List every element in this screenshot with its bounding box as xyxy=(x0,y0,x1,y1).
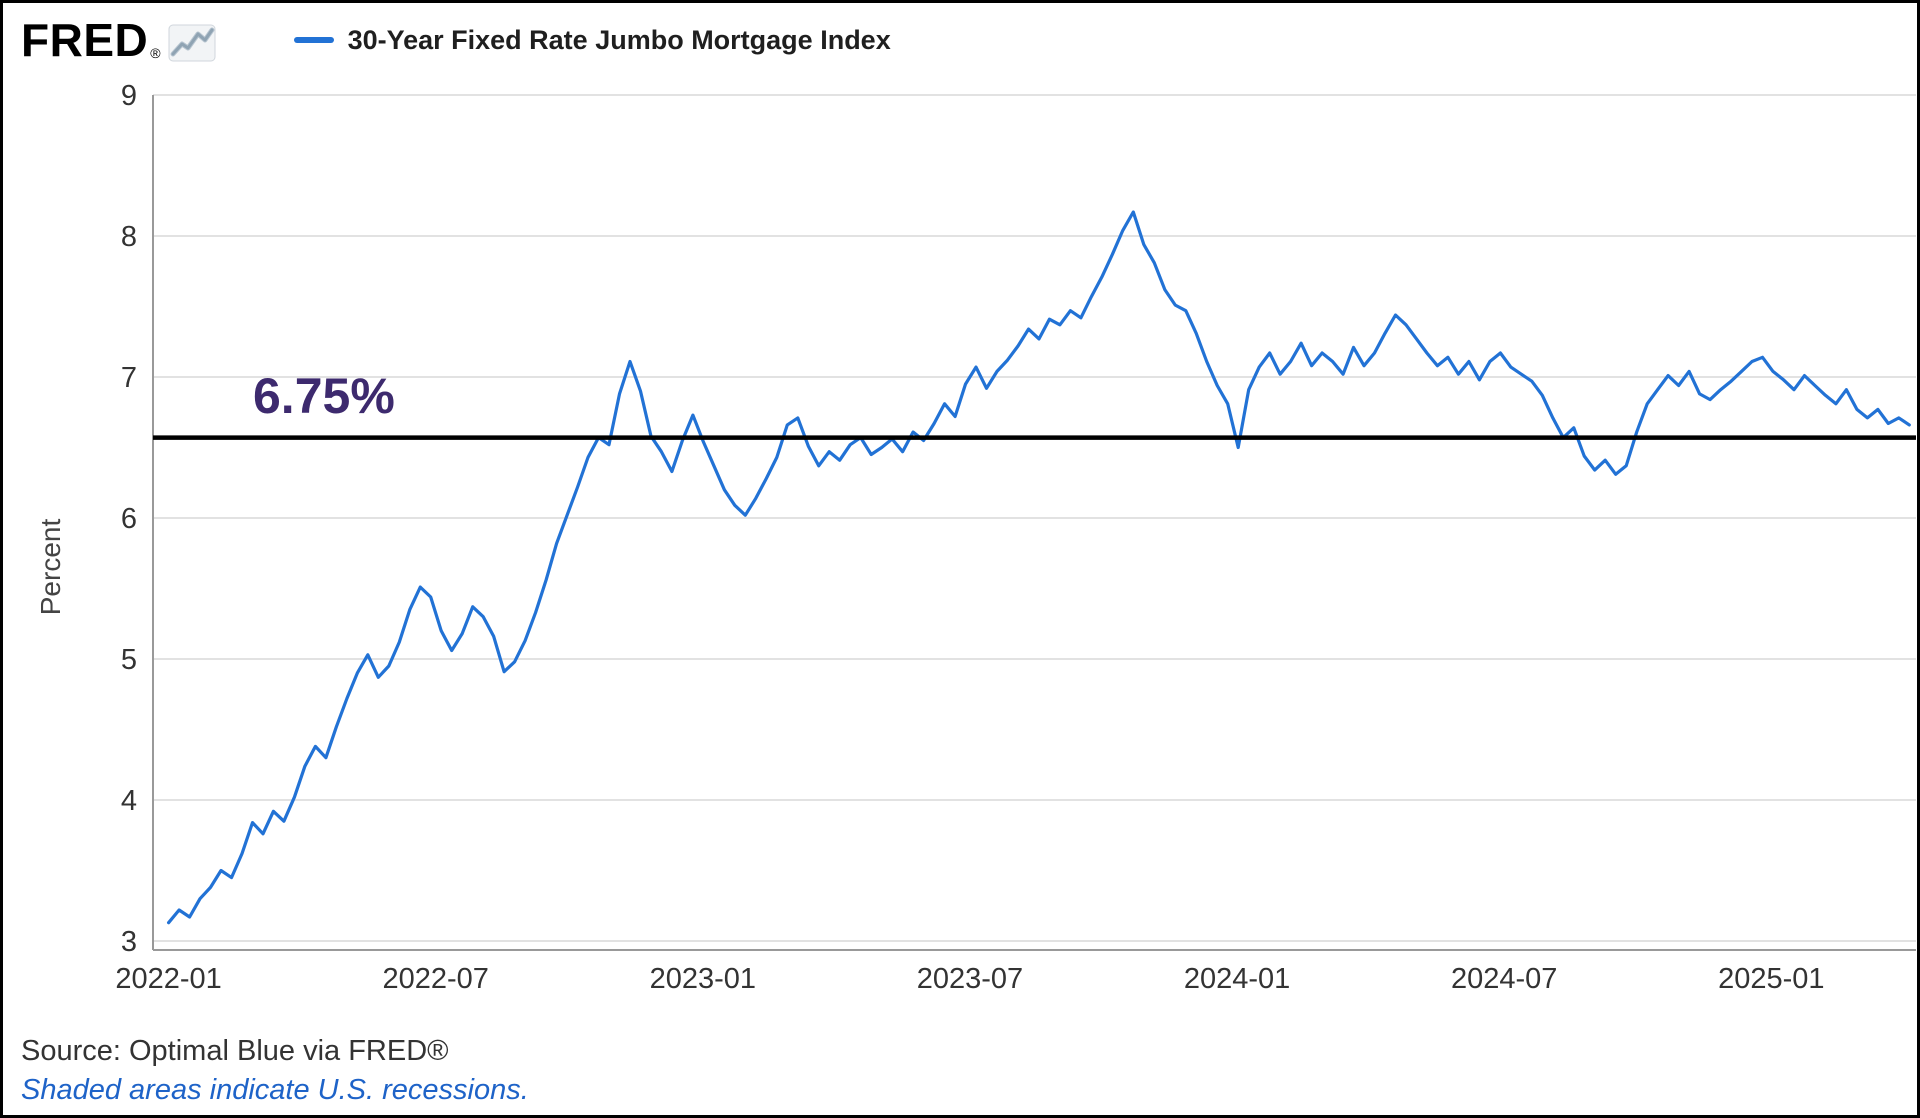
y-tick-label: 3 xyxy=(121,926,137,958)
series-title: 30-Year Fixed Rate Jumbo Mortgage Index xyxy=(347,24,891,55)
recession-note: Shaded areas indicate U.S. recessions. xyxy=(21,1073,529,1106)
x-tick-label: 2025-01 xyxy=(1718,963,1824,995)
chart-plot: 3 4 5 6 7 8 9 2022-01 2022-07 2023-01 2023-07 2024-… xyxy=(115,80,1916,995)
y-axis-title: Percent xyxy=(35,518,66,616)
y-tick-label: 8 xyxy=(121,221,137,253)
x-tick-label: 2024-01 xyxy=(1184,963,1290,995)
fred-logo-registered-mark: ® xyxy=(150,45,161,61)
x-tick-label: 2023-01 xyxy=(650,963,756,995)
y-tick-label: 4 xyxy=(121,785,137,817)
chart-footer: Source: Optimal Blue via FRED® Shaded ar… xyxy=(21,1033,529,1110)
fred-logo: FRED ® xyxy=(21,17,216,63)
fred-logo-text: FRED xyxy=(21,14,149,66)
y-tick-label: 7 xyxy=(121,362,137,394)
x-tick-label: 2022-07 xyxy=(382,963,488,995)
x-tick-label: 2024-07 xyxy=(1451,963,1557,995)
y-tick-label: 6 xyxy=(121,503,137,535)
series-line-swatch xyxy=(293,37,334,43)
series-line xyxy=(167,210,1911,925)
x-tick-label: 2023-07 xyxy=(917,963,1023,995)
reference-rate-annotation: 6.75% xyxy=(253,368,395,424)
chart-legend: 30-Year Fixed Rate Jumbo Mortgage Index xyxy=(293,24,891,56)
source-note: Source: Optimal Blue via FRED® xyxy=(21,1035,449,1067)
y-tick-label: 5 xyxy=(121,644,137,676)
fred-logo-chart-icon xyxy=(168,24,216,62)
chart-header: FRED ® 30-Year Fixed Rate Jumbo Mortgage … xyxy=(21,17,891,63)
y-tick-label: 9 xyxy=(121,80,137,112)
x-tick-label: 2022-01 xyxy=(115,963,221,995)
